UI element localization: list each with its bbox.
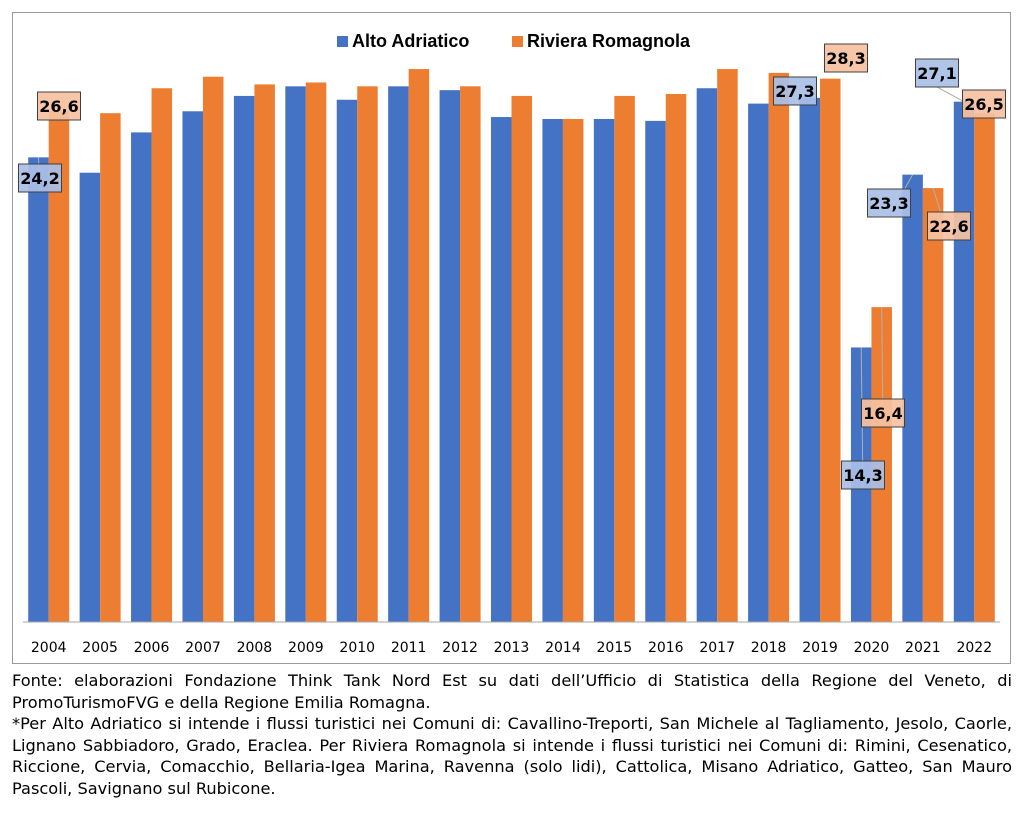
data-label-box-riviera-romagnola-2021	[927, 211, 971, 241]
source-note: Fonte: elaborazioni Fondazione Think Tan…	[12, 671, 1012, 712]
x-tick-label: 2007	[185, 640, 221, 656]
x-tick-label: 2021	[905, 640, 941, 656]
x-tick-label: 2009	[288, 640, 324, 656]
data-label-alto-adriatico-2022: 27,1	[917, 64, 956, 83]
data-label-riviera-romagnola-2022: 26,5	[964, 95, 1003, 114]
x-tick-label: 2011	[391, 640, 427, 656]
bar-riviera-romagnola-2008	[254, 84, 275, 622]
chart-notes: Fonte: elaborazioni Fondazione Think Tan…	[12, 670, 1012, 799]
data-label-box-alto-adriatico-2021	[867, 188, 911, 218]
chart-frame: 2004 2005 2006 2007 2008 2009 2010 2011 2012 2013…	[12, 12, 1011, 664]
data-label-alto-adriatico-2021: 23,3	[869, 194, 908, 213]
legend-swatch-alto-adriatico	[337, 36, 348, 47]
bar-alto-adriatico-2012	[439, 90, 461, 622]
bar-alto-adriatico-2022	[953, 101, 975, 623]
data-label-leader-alto-adriatico-2022	[936, 86, 965, 103]
bar-riviera-romagnola-2013	[511, 95, 532, 623]
bar-alto-adriatico-2010	[336, 99, 358, 622]
data-label-box-riviera-romagnola-2020	[861, 398, 905, 428]
x-tick-label: 2008	[237, 640, 273, 656]
bar-riviera-romagnola-2011	[408, 69, 430, 623]
bar-alto-adriatico-2015	[593, 118, 615, 623]
bar-alto-adriatico-2016	[645, 120, 666, 622]
x-tick-label: 2005	[82, 640, 118, 656]
x-tick-label: 2016	[648, 640, 684, 656]
bar-alto-adriatico-2019	[799, 97, 821, 623]
data-label-alto-adriatico-2020: 14,3	[843, 466, 882, 485]
data-label-box-alto-adriatico-2004	[18, 163, 62, 193]
bar-alto-adriatico-2017	[696, 88, 718, 623]
bar-alto-adriatico-2011	[388, 86, 409, 622]
legend-swatch-riviera-romagnola	[512, 36, 523, 47]
x-tick-label: 2014	[545, 640, 581, 656]
bar-alto-adriatico-2014	[542, 118, 563, 623]
bar-alto-adriatico-2005	[79, 172, 101, 622]
x-tick-label: 2012	[442, 640, 478, 656]
data-label-riviera-romagnola-2004: 26,6	[39, 97, 78, 116]
bar-riviera-romagnola-2022	[974, 113, 995, 622]
data-label-alto-adriatico-2019: 27,3	[775, 82, 814, 101]
bar-alto-adriatico-2007	[182, 111, 203, 622]
x-tick-label: 2019	[802, 640, 838, 656]
bar-riviera-romagnola-2017	[717, 69, 738, 623]
bar-riviera-romagnola-2015	[614, 95, 635, 623]
data-label-riviera-romagnola-2021: 22,6	[929, 217, 968, 236]
bar-riviera-romagnola-2019	[820, 78, 841, 622]
x-tick-label: 2010	[339, 640, 375, 656]
bar-riviera-romagnola-2018	[768, 72, 790, 622]
x-tick-label: 2017	[699, 640, 735, 656]
bar-alto-adriatico-2018	[748, 103, 769, 623]
x-tick-label: 2015	[597, 640, 633, 656]
x-tick-label: 2006	[134, 640, 170, 656]
bar-chart: 2004 2005 2006 2007 2008 2009 2010 2011 2012 2013…	[18, 31, 1006, 656]
x-tick-label: 2020	[854, 640, 890, 656]
data-label-box-riviera-romagnola-2022	[962, 89, 1006, 119]
data-label-alto-adriatico-2004: 24,2	[20, 169, 59, 188]
x-tick-label: 2013	[494, 640, 530, 656]
bar-alto-adriatico-2006	[131, 132, 152, 622]
legend-label-riviera-romagnola: Riviera Romagnola	[527, 31, 691, 51]
bar-riviera-romagnola-2016	[665, 94, 687, 622]
bar-alto-adriatico-2021	[902, 174, 923, 622]
data-label-box-riviera-romagnola-2019	[824, 43, 868, 73]
bar-riviera-romagnola-2005	[100, 113, 121, 622]
bar-alto-adriatico-2009	[285, 86, 306, 622]
data-label-box-alto-adriatico-2020	[841, 460, 885, 490]
data-label-riviera-romagnola-2020: 16,4	[863, 404, 902, 423]
bar-alto-adriatico-2004	[28, 157, 49, 623]
data-label-box-alto-adriatico-2019	[773, 76, 817, 106]
data-label-box-alto-adriatico-2022	[915, 58, 959, 88]
data-label-riviera-romagnola-2019: 28,3	[826, 49, 865, 68]
bar-riviera-romagnola-2006	[151, 88, 173, 623]
legend-label-alto-adriatico: Alto Adriatico	[352, 31, 469, 51]
bar-riviera-romagnola-2021	[922, 188, 944, 622]
x-tick-label: 2018	[751, 640, 787, 656]
x-tick-label: 2022	[956, 640, 992, 656]
bar-riviera-romagnola-2007	[202, 76, 224, 623]
bar-alto-adriatico-2013	[491, 117, 512, 622]
bar-riviera-romagnola-2009	[305, 82, 327, 623]
bar-riviera-romagnola-2010	[357, 86, 378, 622]
bar-riviera-romagnola-2012	[460, 86, 481, 622]
bar-alto-adriatico-2008	[233, 95, 255, 623]
data-label-box-riviera-romagnola-2004	[37, 91, 81, 121]
bar-riviera-romagnola-2004	[48, 111, 70, 622]
x-tick-label: 2004	[31, 640, 67, 656]
footnote: *Per Alto Adriatico si intende i flussi …	[12, 714, 1012, 798]
bar-riviera-romagnola-2014	[562, 118, 584, 623]
